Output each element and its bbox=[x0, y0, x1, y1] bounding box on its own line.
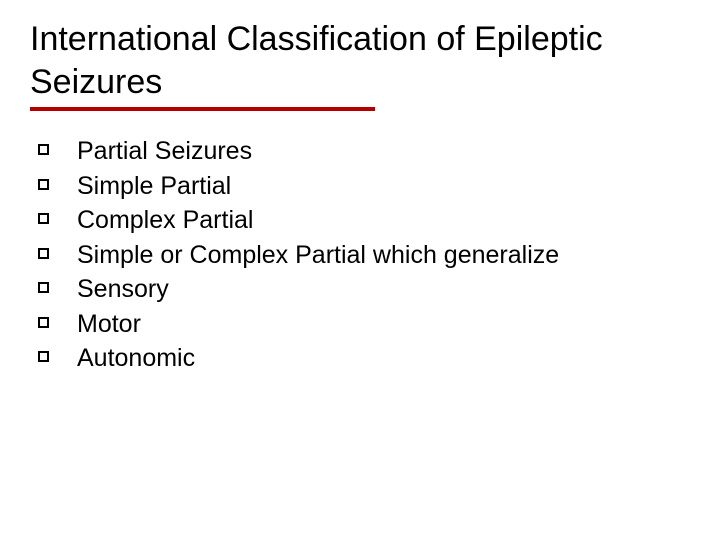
slide-container: International Classification of Epilepti… bbox=[0, 0, 720, 540]
square-bullet-icon bbox=[38, 248, 49, 259]
title-underline bbox=[30, 107, 375, 111]
slide-title: International Classification of Epilepti… bbox=[30, 18, 690, 103]
list-item-text: Complex Partial bbox=[77, 204, 253, 237]
list-item-text: Simple or Complex Partial which generali… bbox=[77, 239, 559, 272]
list-item: Autonomic bbox=[38, 342, 690, 375]
list-item: Sensory bbox=[38, 273, 690, 306]
square-bullet-icon bbox=[38, 144, 49, 155]
list-item-text: Autonomic bbox=[77, 342, 195, 375]
square-bullet-icon bbox=[38, 317, 49, 328]
list-item: Complex Partial bbox=[38, 204, 690, 237]
square-bullet-icon bbox=[38, 351, 49, 362]
list-item: Simple Partial bbox=[38, 170, 690, 203]
list-item-text: Partial Seizures bbox=[77, 135, 252, 168]
list-item: Simple or Complex Partial which generali… bbox=[38, 239, 690, 272]
square-bullet-icon bbox=[38, 213, 49, 224]
list-item: Partial Seizures bbox=[38, 135, 690, 168]
list-item-text: Simple Partial bbox=[77, 170, 231, 203]
list-item-text: Sensory bbox=[77, 273, 169, 306]
list-item-text: Motor bbox=[77, 308, 141, 341]
square-bullet-icon bbox=[38, 179, 49, 190]
square-bullet-icon bbox=[38, 282, 49, 293]
content-area: Partial Seizures Simple Partial Complex … bbox=[30, 135, 690, 375]
list-item: Motor bbox=[38, 308, 690, 341]
